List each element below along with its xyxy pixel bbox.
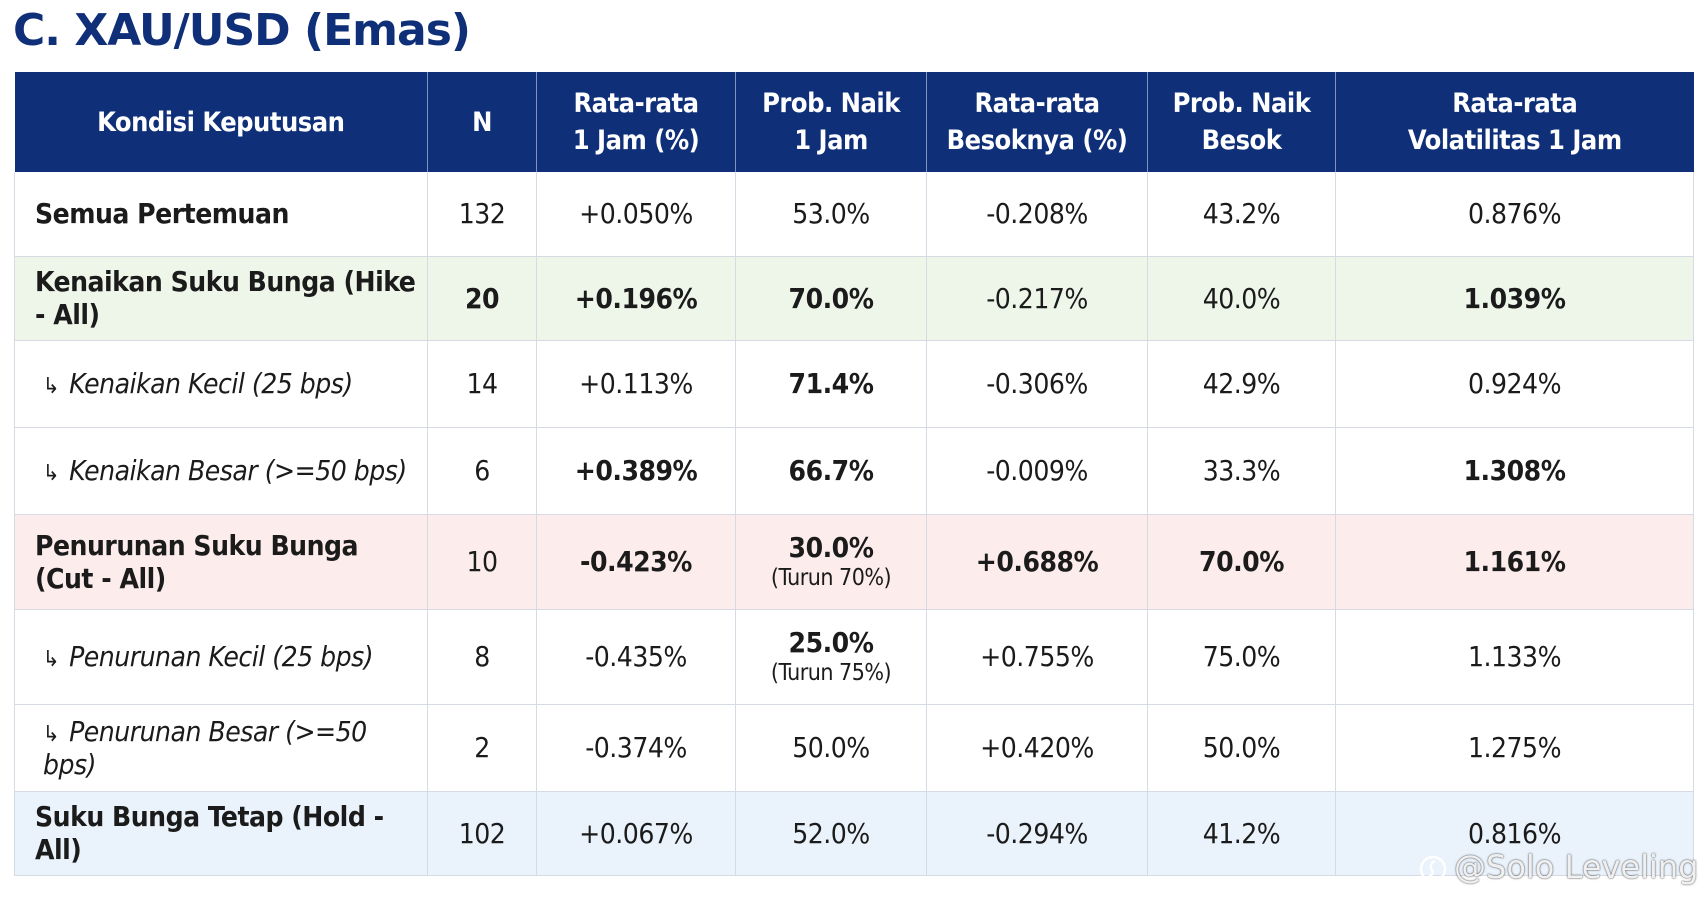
row-label: Suku Bunga Tetap (Hold - All) (14, 791, 428, 876)
page-title: C. XAU/USD (Emas) (13, 5, 471, 56)
cell-avg-1h: +0.196% (536, 256, 736, 341)
cell-avg-1h: +0.067% (536, 791, 736, 876)
cell-avg-next: +0.420% (926, 704, 1148, 792)
cell-n: 8 (427, 609, 537, 705)
table-row: ↳ Kenaikan Besar (>=50 bps) 6 +0.389% 66.… (14, 427, 1694, 515)
cell-prob-1h: 70.0% (735, 256, 927, 341)
table-row: ↳ Penurunan Besar (>=50 bps) 2 -0.374% 50… (14, 704, 1694, 792)
cell-prob-next: 43.2% (1147, 172, 1336, 257)
column-header-condition: Kondisi Keputusan (14, 72, 428, 172)
cell-avg-next: +0.688% (926, 514, 1148, 610)
cell-avg-1h: +0.050% (536, 172, 736, 257)
cell-prob-next: 75.0% (1147, 609, 1336, 705)
cell-n: 20 (427, 256, 537, 341)
results-table: Kondisi Keputusan N Rata-rata 1 Jam (%) P… (14, 72, 1694, 876)
header-row: Kondisi Keputusan N Rata-rata 1 Jam (%) P… (14, 72, 1694, 172)
cell-prob-next: 70.0% (1147, 514, 1336, 610)
table-row: Kenaikan Suku Bunga (Hike - All) 20 +0.1… (14, 256, 1694, 341)
row-label: Penurunan Suku Bunga (Cut - All) (14, 514, 428, 610)
column-header-volatility: Rata-rata Volatilitas 1 Jam (1335, 72, 1694, 172)
cell-prob-1h: 52.0% (735, 791, 927, 876)
row-label: ↳ Kenaikan Besar (>=50 bps) (14, 427, 428, 515)
cell-avg-next: -0.306% (926, 340, 1148, 428)
cell-avg-next: +0.755% (926, 609, 1148, 705)
table-row: ↳ Kenaikan Kecil (25 bps) 14 +0.113% 71.4… (14, 340, 1694, 428)
row-label: ↳ Penurunan Besar (>=50 bps) (14, 704, 428, 792)
cell-prob-1h: 50.0% (735, 704, 927, 792)
cell-volatility: 0.816% (1335, 791, 1694, 876)
cell-avg-next: -0.208% (926, 172, 1148, 257)
watermark: @Solo Leveling (1418, 848, 1698, 886)
cell-prob-next: 42.9% (1147, 340, 1336, 428)
cell-volatility: 0.876% (1335, 172, 1694, 257)
cell-volatility: 1.161% (1335, 514, 1694, 610)
cell-n: 14 (427, 340, 537, 428)
row-label: ↳ Kenaikan Kecil (25 bps) (14, 340, 428, 428)
cell-prob-1h: 25.0% (Turun 75%) (735, 609, 927, 705)
sub-row-arrow-icon: ↳ (43, 461, 60, 486)
cell-avg-1h: +0.113% (536, 340, 736, 428)
cell-volatility: 1.275% (1335, 704, 1694, 792)
table-row: Penurunan Suku Bunga (Cut - All) 10 -0.4… (14, 514, 1694, 610)
column-header-n: N (427, 72, 537, 172)
cell-prob-next: 40.0% (1147, 256, 1336, 341)
cell-prob-next: 33.3% (1147, 427, 1336, 515)
cell-volatility: 0.924% (1335, 340, 1694, 428)
cell-avg-1h: +0.389% (536, 427, 736, 515)
cell-avg-1h: -0.374% (536, 704, 736, 792)
cell-avg-next: -0.294% (926, 791, 1148, 876)
row-label: Semua Pertemuan (14, 172, 428, 257)
column-header-avg-1h: Rata-rata 1 Jam (%) (536, 72, 736, 172)
cell-n: 2 (427, 704, 537, 792)
cell-n: 6 (427, 427, 537, 515)
cell-avg-1h: -0.435% (536, 609, 736, 705)
cell-n: 102 (427, 791, 537, 876)
column-header-avg-next: Rata-rata Besoknya (%) (926, 72, 1148, 172)
cell-n: 10 (427, 514, 537, 610)
cell-volatility: 1.308% (1335, 427, 1694, 515)
watermark-text: @Solo Leveling (1454, 848, 1699, 886)
sub-row-arrow-icon: ↳ (43, 374, 60, 399)
sub-row-arrow-icon: ↳ (43, 647, 60, 672)
cell-prob-1h: 71.4% (735, 340, 927, 428)
table-row: Suku Bunga Tetap (Hold - All) 102 +0.067… (14, 791, 1694, 876)
cell-avg-1h: -0.423% (536, 514, 736, 610)
sub-row-arrow-icon: ↳ (43, 721, 60, 747)
row-label: Kenaikan Suku Bunga (Hike - All) (14, 256, 428, 341)
row-label: ↳ Penurunan Kecil (25 bps) (14, 609, 428, 705)
cell-prob-1h: 53.0% (735, 172, 927, 257)
column-header-prob-next: Prob. Naik Besok (1147, 72, 1336, 172)
cell-avg-next: -0.009% (926, 427, 1148, 515)
table-row: ↳ Penurunan Kecil (25 bps) 8 -0.435% 25.0… (14, 609, 1694, 705)
cell-prob-next: 50.0% (1147, 704, 1336, 792)
cell-n: 132 (427, 172, 537, 257)
cell-avg-next: -0.217% (926, 256, 1148, 341)
brand-logo-icon (1419, 855, 1447, 883)
cell-volatility: 1.039% (1335, 256, 1694, 341)
cell-prob-1h: 66.7% (735, 427, 927, 515)
cell-prob-next: 41.2% (1147, 791, 1336, 876)
table-row: Semua Pertemuan 132 +0.050% 53.0% -0.208… (14, 172, 1694, 257)
cell-volatility: 1.133% (1335, 609, 1694, 705)
column-header-prob-1h: Prob. Naik 1 Jam (735, 72, 927, 172)
cell-prob-1h: 30.0% (Turun 70%) (735, 514, 927, 610)
